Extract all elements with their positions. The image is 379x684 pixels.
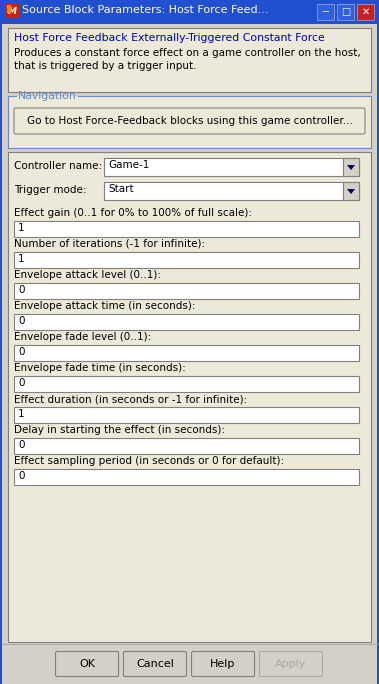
Text: Apply: Apply [275, 659, 307, 669]
Bar [2, 644, 377, 684]
Text: Start: Start [108, 184, 134, 194]
Bar [343, 182, 359, 200]
Bar [14, 252, 359, 268]
Bar [14, 314, 359, 330]
Polygon shape [347, 189, 355, 194]
Text: Controller name:: Controller name: [14, 161, 102, 171]
Text: Game-1: Game-1 [108, 160, 149, 170]
Text: 1: 1 [18, 223, 25, 233]
Bar [14, 221, 359, 237]
Text: Envelope attack time (in seconds):: Envelope attack time (in seconds): [14, 301, 196, 311]
Text: 0: 0 [18, 440, 25, 450]
Text: □: □ [341, 7, 350, 17]
Text: Source Block Parameters: Host Force Feed...: Source Block Parameters: Host Force Feed… [22, 5, 268, 15]
Bar [14, 376, 359, 392]
Bar [357, 4, 374, 20]
Text: 0: 0 [18, 285, 25, 295]
Text: Effect gain (0..1 for 0% to 100% of full scale):: Effect gain (0..1 for 0% to 100% of full… [14, 208, 252, 218]
Text: Envelope fade time (in seconds):: Envelope fade time (in seconds): [14, 363, 186, 373]
Bar [317, 4, 334, 20]
Polygon shape [347, 165, 355, 170]
Text: Trigger mode:: Trigger mode: [14, 185, 86, 195]
Text: 0: 0 [18, 378, 25, 388]
Text: Cancel: Cancel [136, 659, 174, 669]
FancyBboxPatch shape [191, 651, 255, 676]
Bar [14, 407, 359, 423]
Bar [14, 283, 359, 299]
Bar [14, 438, 359, 454]
Text: Host Force Feedback Externally-Triggered Constant Force: Host Force Feedback Externally-Triggered… [14, 33, 325, 43]
Text: M: M [8, 7, 17, 16]
Text: Delay in starting the effect (in seconds):: Delay in starting the effect (in seconds… [14, 425, 225, 435]
Text: Envelope attack level (0..1):: Envelope attack level (0..1): [14, 270, 161, 280]
Text: Envelope fade level (0..1):: Envelope fade level (0..1): [14, 332, 151, 342]
Bar [14, 345, 359, 361]
Text: ─: ─ [323, 7, 329, 17]
Bar [8, 96, 371, 148]
Bar [8, 28, 371, 92]
Text: OK: OK [79, 659, 95, 669]
Text: ✕: ✕ [362, 7, 370, 17]
Bar [2, 2, 377, 24]
Text: Number of iterations (-1 for infinite):: Number of iterations (-1 for infinite): [14, 239, 205, 249]
Text: 0: 0 [18, 347, 25, 357]
FancyBboxPatch shape [260, 651, 323, 676]
Text: that is triggered by a trigger input.: that is triggered by a trigger input. [14, 61, 196, 71]
Text: 1: 1 [18, 409, 25, 419]
Bar [14, 469, 359, 485]
Bar [337, 4, 354, 20]
Bar [5, 4, 19, 18]
FancyBboxPatch shape [14, 108, 365, 134]
Text: Effect duration (in seconds or -1 for infinite):: Effect duration (in seconds or -1 for in… [14, 394, 247, 404]
Text: Navigation: Navigation [18, 91, 77, 101]
Text: 1: 1 [18, 254, 25, 264]
Text: 0: 0 [18, 316, 25, 326]
Bar [7, 5, 11, 13]
FancyBboxPatch shape [124, 651, 186, 676]
Bar [343, 158, 359, 176]
FancyBboxPatch shape [55, 651, 119, 676]
Text: Produces a constant force effect on a game controller on the host,: Produces a constant force effect on a ga… [14, 48, 361, 58]
Bar [104, 182, 359, 200]
Bar [8, 152, 371, 642]
Text: 0: 0 [18, 471, 25, 481]
Text: Help: Help [210, 659, 236, 669]
Bar [104, 158, 359, 176]
Text: Go to Host Force-Feedback blocks using this game controller...: Go to Host Force-Feedback blocks using t… [27, 116, 352, 126]
Text: Effect sampling period (in seconds or 0 for default):: Effect sampling period (in seconds or 0 … [14, 456, 284, 466]
